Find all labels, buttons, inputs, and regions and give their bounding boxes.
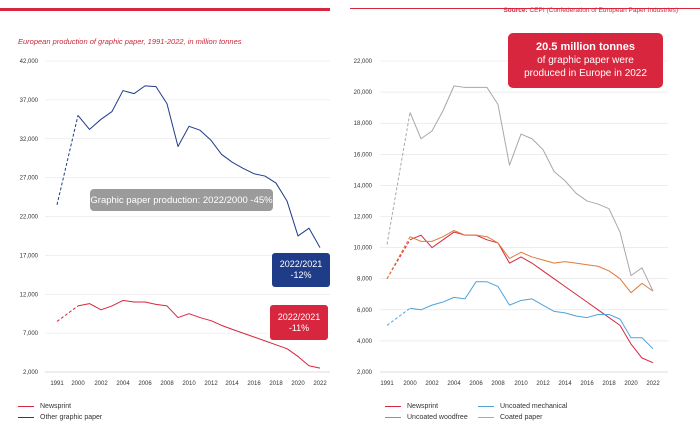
left-series-other-graphic-paper: [77, 85, 321, 248]
left-x-tick-label: 2004: [116, 381, 130, 387]
left-y-tick-label: 37,000: [20, 98, 39, 104]
left-y-tick-label: 7,000: [23, 331, 39, 337]
left-x-tick-label: 2020: [291, 381, 305, 387]
right-x-tick-label: 2002: [425, 381, 439, 387]
legend-item-uncoated-mechanical: Uncoated mechanical: [478, 403, 567, 410]
left-x-tick-label: 2010: [182, 381, 196, 387]
right-y-tick-label: 12,000: [354, 215, 373, 221]
right-x-tick-label: 2022: [646, 381, 660, 387]
callout-line1: 20.5 million tonnes: [535, 41, 636, 53]
annotation-newsprint-line1: 2022/2021: [277, 311, 321, 322]
left-y-tick-label: 27,000: [20, 176, 39, 182]
left-x-tick-label: 2014: [225, 381, 239, 387]
left-y-tick-label: 32,000: [20, 137, 39, 143]
legend-swatch-other-graphic-paper: [18, 416, 34, 419]
left-series-newsprint: [77, 299, 321, 369]
right-x-tick-label: 1991: [380, 381, 394, 387]
left-y-tick-label: 2,000: [23, 370, 39, 376]
left-x-tick-label: 2006: [138, 381, 152, 387]
right-x-tick-label: 2018: [602, 381, 616, 387]
left-x-tick-label: 1991: [50, 381, 64, 387]
right-x-tick-label: 2016: [580, 381, 594, 387]
right-series-newsprint: [409, 231, 654, 364]
right-y-tick-label: 10,000: [354, 246, 373, 252]
left-y-tick-label: 12,000: [20, 292, 39, 298]
right-x-tick-label: 2010: [514, 381, 528, 387]
left-x-tick-label: 2000: [71, 381, 85, 387]
annotation-production-callout: 20.5 million tonnes of graphic paper wer…: [508, 33, 663, 88]
legend-swatch-coated-paper: [478, 416, 494, 419]
right-x-tick-label: 2006: [469, 381, 483, 387]
left-x-tick-label: 2002: [94, 381, 108, 387]
annotation-newsprint-line2: -11%: [288, 322, 310, 333]
left-x-tick-label: 2008: [160, 381, 174, 387]
right-x-tick-label: 2020: [624, 381, 638, 387]
left-x-tick-label: 2022: [313, 381, 327, 387]
legend-label-other-graphic-paper: Other graphic paper: [40, 414, 103, 421]
left-x-tick-label: 2018: [269, 381, 283, 387]
legend-item-coated-paper: Coated paper: [478, 414, 542, 421]
callout-line2: of graphic paper were: [537, 55, 634, 66]
right-chart: 2,000 4,000 6,000 8,000 10,000 12,000 14,000 16…: [354, 59, 668, 387]
annotation-newsprint-change: 2022/2021 -11%: [270, 305, 328, 340]
legend-label-uncoated-woodfree: Uncoated woodfree: [407, 414, 468, 421]
annotation-other-change: 2022/2021 -12%: [272, 253, 330, 287]
chart-subtitle: European production of graphic paper, 19…: [18, 37, 242, 46]
right-series-uncoated-mechanical-dashed: [386, 307, 411, 326]
header-rule-right: [350, 8, 700, 9]
source-text: CEPI (Confederation of European Paper In…: [529, 7, 678, 14]
right-y-tick-label: 4,000: [357, 339, 373, 345]
legend-swatch-right-newsprint: [385, 405, 401, 408]
legend-label-newsprint: Newsprint: [40, 403, 72, 410]
right-x-tick-label: 2012: [536, 381, 550, 387]
left-y-tick-label: 42,000: [20, 59, 39, 65]
legend-label-coated-paper: Coated paper: [500, 414, 543, 421]
right-y-tick-label: 8,000: [357, 277, 373, 283]
right-x-tick-label: 2014: [558, 381, 572, 387]
legend-item-uncoated-woodfree: Uncoated woodfree: [385, 414, 468, 421]
right-x-tick-label: 2004: [447, 381, 461, 387]
right-y-tick-label: 18,000: [354, 121, 373, 127]
left-y-tick-label: 17,000: [20, 253, 39, 259]
legend-item-newsprint: Newsprint: [18, 403, 71, 410]
callout-line3: produced in Europe in 2022: [524, 68, 647, 79]
legend-swatch-uncoated-woodfree: [385, 416, 401, 419]
legend-label-uncoated-mechanical: Uncoated mechanical: [500, 403, 568, 410]
right-series-coated-paper-dashed: [386, 112, 411, 245]
legend-label-right-newsprint: Newsprint: [407, 403, 439, 410]
right-series-uncoated-woodfree-dashed: [386, 236, 411, 279]
header-rule-left: [0, 8, 330, 11]
right-y-tick-label: 16,000: [354, 152, 373, 158]
annotation-total-change: Graphic paper production: 2022/2000 -45%: [90, 189, 273, 211]
right-x-tick-label: 2000: [403, 381, 417, 387]
left-series-newsprint-dashed: [56, 305, 79, 322]
legend-item-right-newsprint: Newsprint: [385, 403, 438, 410]
source-note: Source: CEPI (Confederation of European …: [503, 7, 678, 14]
annotation-other-line1: 2022/2021: [279, 259, 323, 269]
legend-item-other-graphic-paper: Other graphic paper: [18, 414, 102, 421]
source-label: Source:: [503, 7, 528, 14]
right-y-tick-label: 22,000: [354, 59, 373, 65]
annotation-other-line2: -12%: [290, 270, 312, 280]
right-series-uncoated-woodfree: [409, 229, 654, 294]
right-series-uncoated-mechanical: [409, 281, 654, 350]
left-x-tick-label: 2012: [204, 381, 218, 387]
right-y-tick-label: 2,000: [357, 370, 373, 376]
right-y-tick-label: 6,000: [357, 308, 373, 314]
left-x-tick-label: 2016: [247, 381, 261, 387]
right-y-tick-label: 20,000: [354, 90, 373, 96]
legend-swatch-newsprint: [18, 405, 34, 408]
left-chart: 2,000 7,000 12,000 17,000 22,000 27,000 32,000…: [20, 59, 330, 387]
right-series-coated-paper: [409, 85, 654, 292]
right-y-tick-label: 14,000: [354, 183, 373, 189]
left-y-tick-label: 22,000: [20, 215, 39, 221]
legend-swatch-uncoated-mechanical: [478, 405, 494, 408]
left-series-other-graphic-paper-dashed: [56, 115, 79, 205]
right-x-tick-label: 2008: [491, 381, 505, 387]
